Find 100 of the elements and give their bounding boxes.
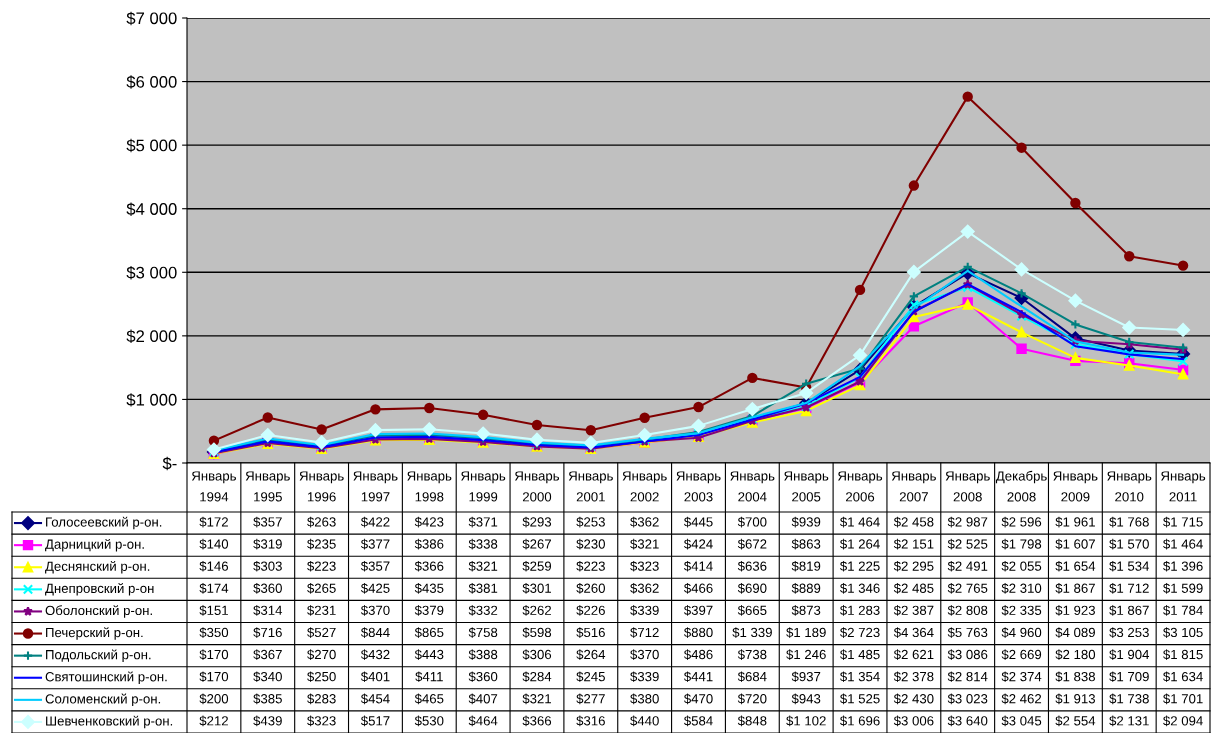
data-label: $432 [360,649,390,660]
data-label: $889 [791,582,821,594]
data-label: $1 354 [839,671,880,683]
data-label: $1 396 [1163,560,1203,572]
data-label: $1 599 [1163,582,1203,594]
data-label: $362 [630,582,659,594]
data-label: $2 151 [893,538,934,550]
y-tick-label: $5 000 [126,138,177,153]
data-label: $338 [468,538,498,550]
data-label: $323 [307,715,336,727]
data-label: $283 [307,693,336,705]
data-label: $170 [199,671,229,683]
data-label: $443 [414,649,444,660]
data-label: $174 [199,582,229,594]
data-label: $1 798 [1001,538,1042,550]
data-label: $1 654 [1055,560,1096,572]
data-label: $2 430 [893,693,934,705]
data-label: $377 [360,538,390,550]
data-label: $301 [522,582,552,594]
data-label: $3 045 [1001,715,1042,727]
data-label: $260 [576,582,605,594]
x-tick-label: Январь 2010 [1107,471,1152,502]
data-label: $1 961 [1055,516,1095,528]
legend-label: Деснянский р-он. [45,560,150,574]
legend-label: Днепровский р-он [45,583,154,596]
data-label: $3 006 [893,715,934,727]
data-label: $388 [468,649,498,660]
y-tick-label: $7 000 [126,11,177,26]
data-label: $270 [307,649,336,660]
data-label: $2 458 [893,516,934,528]
data-label: $880 [683,627,713,638]
data-label: $250 [307,671,336,683]
data-label: $1 715 [1163,516,1203,528]
x-tick-label: Январь 2001 [568,471,613,502]
x-tick-label: Январь 2006 [838,471,883,502]
legend-label: Печерский р-он. [46,627,143,640]
x-tick-label: Январь 1995 [245,471,290,502]
data-label: $672 [737,538,767,550]
data-label: $230 [576,538,605,550]
data-label: $1 283 [839,605,880,616]
data-label: $370 [360,605,390,616]
data-label: $530 [414,715,444,727]
y-tick-label: $6 000 [126,75,177,89]
data-label: $466 [683,582,713,594]
data-label: $340 [253,671,282,683]
data-label: $339 [630,671,659,683]
x-tick-label: Декабрь 2008 [995,470,1047,502]
data-label: $264 [576,649,606,660]
data-label: $1 738 [1109,693,1149,705]
data-label: $2 554 [1055,715,1096,727]
data-label: $863 [791,538,821,550]
data-label: $2 335 [1001,605,1042,616]
data-label: $937 [791,671,821,683]
x-tick-label: Январь 1996 [299,471,344,502]
data-label: $172 [199,516,228,528]
data-label: $1 712 [1109,582,1149,594]
data-label: $381 [468,582,498,594]
x-tick-label: Январь 1999 [461,471,506,502]
data-label: $397 [683,605,713,616]
data-label: $598 [522,627,552,638]
data-label: $3 023 [947,693,988,705]
data-label: $1 768 [1109,516,1149,528]
data-label: $2 462 [1001,693,1042,705]
data-label: $401 [360,671,390,683]
data-label: $1 339 [732,627,772,638]
data-label: $2 180 [1055,649,1096,660]
data-label: $1 838 [1055,671,1095,683]
data-label: $690 [737,582,767,594]
data-label: $2 055 [1001,560,1042,572]
data-label: $245 [576,671,605,683]
data-label: $2 669 [1001,649,1042,660]
data-label: $873 [791,605,821,616]
data-label: $379 [414,605,444,616]
data-label: $1 225 [839,560,880,572]
data-label: $2 723 [839,627,880,638]
data-label: $319 [253,538,282,550]
data-label: $819 [791,560,821,572]
data-label: $277 [576,693,605,705]
data-label: $316 [576,715,605,727]
data-label: $253 [576,516,605,528]
data-label: $943 [791,693,821,705]
data-label: $267 [522,538,551,550]
data-label: $360 [253,582,282,594]
data-label: $366 [414,560,444,572]
data-label: $200 [199,693,229,705]
data-label: $844 [360,627,390,638]
data-label: $684 [737,671,767,683]
data-label: $2 765 [947,582,988,594]
data-label: $1 525 [839,693,880,705]
y-tick-label: $3 000 [126,265,177,280]
data-label: $146 [199,560,229,572]
data-label: $939 [791,516,821,528]
data-label: $170 [199,649,229,660]
data-label: $2 295 [893,560,934,572]
data-label: $212 [199,715,228,727]
data-label: $2 485 [893,582,934,594]
data-label: $321 [630,538,659,550]
y-tick-label: $1 000 [126,393,177,407]
data-label: $1 709 [1109,671,1149,683]
data-label: $2 621 [893,649,934,660]
